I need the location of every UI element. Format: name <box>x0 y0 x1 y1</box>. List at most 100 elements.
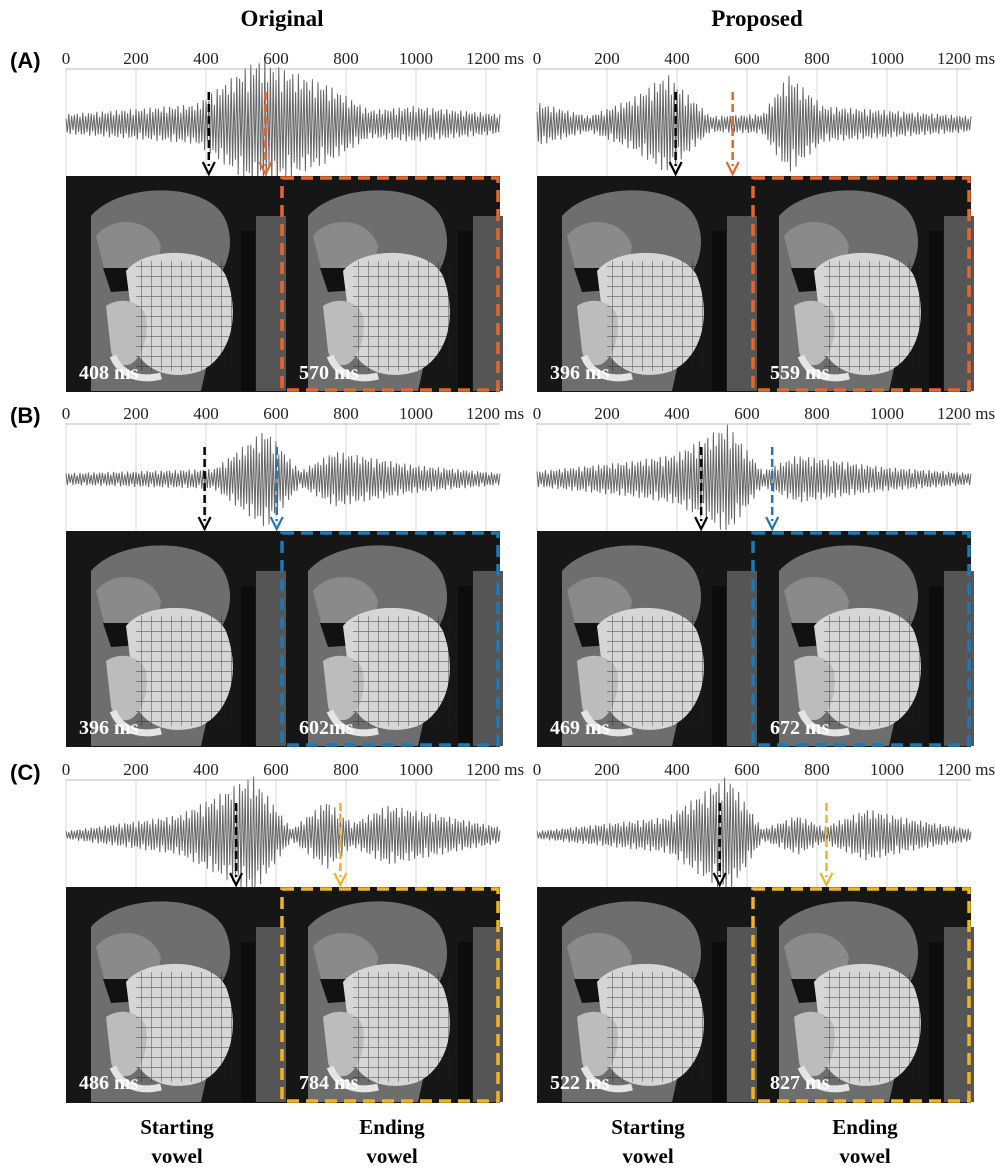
axis-tick-label: 1200 ms <box>466 404 524 423</box>
footer-proposed-ending: Ending vowel <box>765 1113 965 1171</box>
axis-tick-label: 200 <box>123 404 149 423</box>
start-marker-arrow <box>201 161 216 177</box>
footer-original-starting: Starting vowel <box>77 1113 277 1171</box>
timestamp-a-original-start: 408 ms <box>79 362 139 384</box>
axis-tick-label: 200 <box>594 49 620 68</box>
axis-tick-label: 400 <box>193 49 219 68</box>
axis-tick-label: 1000 <box>870 49 904 68</box>
footer-line: vowel <box>151 1144 203 1168</box>
axis-tick-label: 0 <box>533 760 542 779</box>
footer-original-ending: Ending vowel <box>292 1113 492 1171</box>
timestamp-a-original-end: 570 ms <box>299 362 359 384</box>
axis-tick-label: 800 <box>804 760 830 779</box>
column-title-proposed: Proposed <box>711 6 803 31</box>
footer-line: Ending <box>359 1115 425 1139</box>
axis-tick-label: 800 <box>333 760 359 779</box>
timestamp-a-proposed-end: 559 ms <box>770 362 830 384</box>
end-marker-arrow <box>725 161 740 177</box>
timestamp-c-original-start: 486 ms <box>79 1072 139 1094</box>
ending-vowel-highlight-box <box>751 887 971 1103</box>
axis-tick-label: 400 <box>193 404 219 423</box>
waveform <box>65 61 501 189</box>
axis-tick-label: 1200 ms <box>466 49 524 68</box>
axis-tick-label: 1000 <box>399 404 433 423</box>
end-marker-arrow <box>258 161 273 177</box>
footer-line: vowel <box>366 1144 418 1168</box>
mri-end-frame <box>308 545 503 746</box>
axis-tick-label: 800 <box>804 404 830 423</box>
axis-tick-label: 1000 <box>399 49 433 68</box>
ending-vowel-highlight-box <box>751 176 971 392</box>
ending-vowel-highlight-box <box>751 531 971 747</box>
axis-tick-label: 400 <box>664 49 690 68</box>
waveform <box>65 776 501 891</box>
column-title-original: Original <box>240 6 324 31</box>
footer-line: Starting <box>140 1115 214 1139</box>
timestamp-c-proposed-end: 827 ms <box>770 1072 830 1094</box>
end-marker-arrow <box>333 872 348 888</box>
axis-tick-label: 0 <box>533 49 542 68</box>
mri-start-frame <box>91 545 286 746</box>
timestamp-b-original-end: 602ms <box>299 717 354 739</box>
mri-end-frame <box>308 190 503 391</box>
timestamp-c-original-end: 784 ms <box>299 1072 359 1094</box>
footer-line: vowel <box>839 1144 891 1168</box>
axis-tick-label: 200 <box>594 760 620 779</box>
axis-tick-label: 0 <box>62 760 71 779</box>
row-label-b: (B) <box>10 403 41 428</box>
axis-tick-label: 400 <box>664 404 690 423</box>
timestamp-a-proposed-start: 396 ms <box>550 362 610 384</box>
axis-tick-label: 600 <box>263 49 289 68</box>
timestamp-c-proposed-start: 522 ms <box>550 1072 610 1094</box>
waveform <box>536 424 972 531</box>
footer-line: Ending <box>832 1115 898 1139</box>
axis-tick-label: 0 <box>533 404 542 423</box>
axis-tick-label: 600 <box>734 760 760 779</box>
row-label-c: (C) <box>10 760 41 785</box>
start-marker-arrow <box>694 516 709 532</box>
axis-tick-label: 1000 <box>870 404 904 423</box>
timestamp-b-original-start: 396 ms <box>79 717 139 739</box>
waveform <box>65 432 501 527</box>
footer-line: vowel <box>622 1144 674 1168</box>
axis-tick-label: 1200 ms <box>937 404 995 423</box>
axis-tick-label: 1000 <box>399 760 433 779</box>
axis-tick-label: 200 <box>123 49 149 68</box>
mri-start-frame <box>562 190 757 391</box>
axis-tick-label: 800 <box>333 49 359 68</box>
axis-tick-label: 600 <box>734 404 760 423</box>
timestamp-b-proposed-end: 672 ms <box>770 717 830 739</box>
timestamp-b-proposed-start: 469 ms <box>550 717 610 739</box>
axis-tick-label: 1200 ms <box>466 760 524 779</box>
axis-tick-label: 1200 ms <box>937 760 995 779</box>
start-marker-arrow <box>229 872 244 888</box>
mri-end-frame <box>779 545 974 746</box>
axis-tick-label: 1000 <box>870 760 904 779</box>
mri-start-frame <box>562 545 757 746</box>
axis-tick-label: 1200 ms <box>937 49 995 68</box>
start-marker-arrow <box>712 872 727 888</box>
start-marker-arrow <box>668 161 683 177</box>
mri-end-frame <box>779 190 974 391</box>
ending-vowel-highlight-box <box>280 176 500 392</box>
axis-tick-label: 600 <box>734 49 760 68</box>
axis-tick-label: 0 <box>62 404 71 423</box>
mri-start-frame <box>91 190 286 391</box>
ending-vowel-highlight-box <box>280 887 500 1103</box>
axis-tick-label: 600 <box>263 760 289 779</box>
footer-line: Starting <box>611 1115 685 1139</box>
axis-tick-label: 800 <box>333 404 359 423</box>
end-marker-arrow <box>765 516 780 532</box>
row-label-a: (A) <box>10 48 41 73</box>
ending-vowel-highlight-box <box>280 531 500 747</box>
waveform <box>536 75 972 172</box>
waveform <box>536 777 972 890</box>
end-marker-arrow <box>269 516 284 532</box>
axis-tick-label: 200 <box>594 404 620 423</box>
axis-tick-label: 200 <box>123 760 149 779</box>
end-marker-arrow <box>819 872 834 888</box>
start-marker-arrow <box>197 516 212 532</box>
axis-tick-label: 600 <box>263 404 289 423</box>
